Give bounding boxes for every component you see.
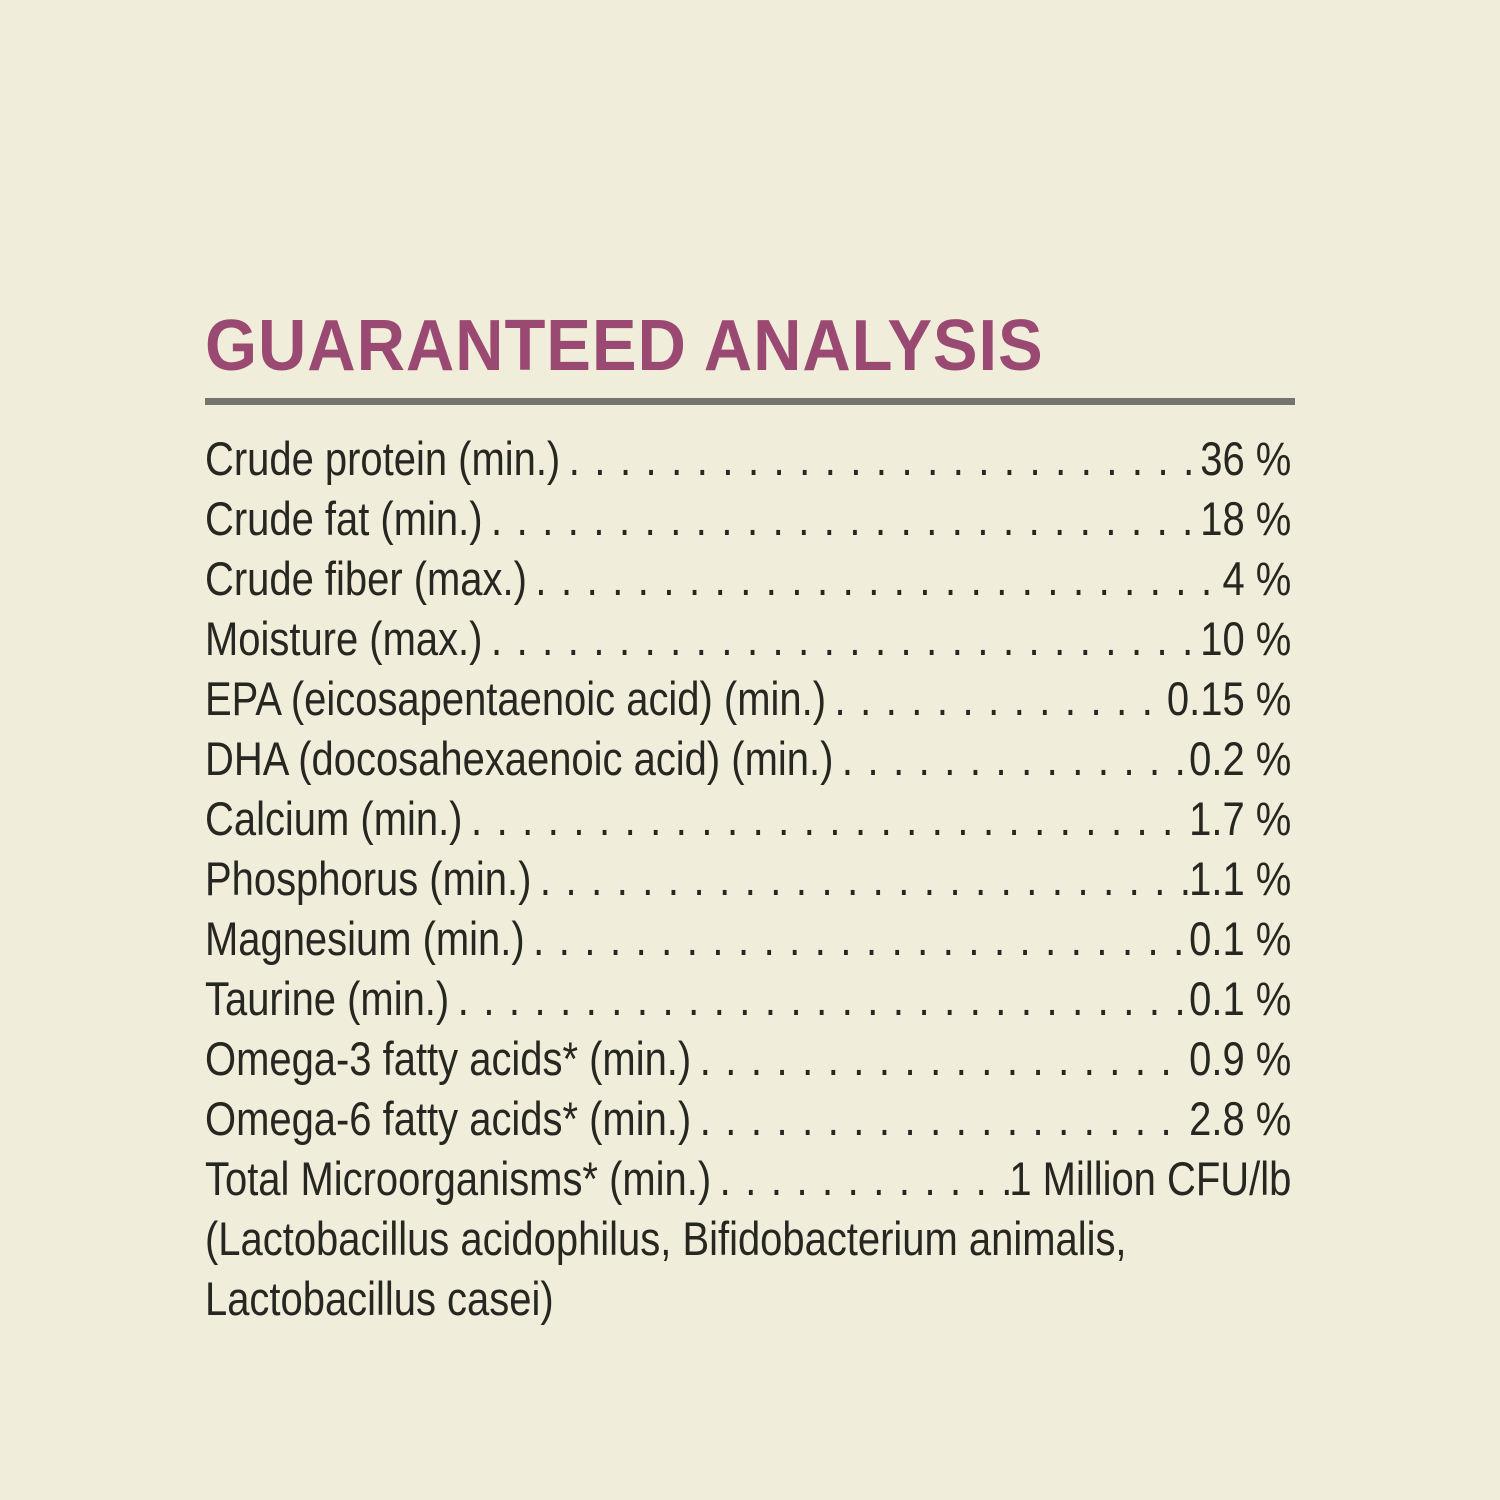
nutrient-value: 18 %: [1200, 492, 1292, 545]
nutrient-label: Magnesium (min.): [205, 912, 525, 965]
nutrient-label: DHA (docosahexaenoic acid) (min.): [205, 732, 834, 785]
nutrient-value: 1.1 %: [1189, 852, 1292, 905]
nutrient-value: 1.7 %: [1189, 792, 1292, 845]
dot-leader: [826, 669, 1167, 729]
nutrient-label: Omega-6 fatty acids* (min.): [205, 1092, 692, 1145]
nutrient-value: 0.1 %: [1189, 912, 1292, 965]
table-row: Crude fat (min.) 18 %: [205, 489, 1291, 549]
nutrient-value: 1 Million CFU/lb: [1009, 1152, 1292, 1205]
nutrient-label: Taurine (min.): [205, 972, 450, 1025]
dot-leader: [449, 969, 1189, 1029]
nutrient-label: EPA (eicosapentaenoic acid) (min.): [205, 672, 827, 725]
nutrient-label: Crude protein (min.): [205, 432, 561, 485]
nutrient-label: Moisture (max.): [205, 612, 483, 665]
dot-leader: [525, 909, 1189, 969]
nutrient-value: 4 %: [1222, 552, 1292, 605]
table-row: Crude protein (min.) 36 %: [205, 429, 1291, 489]
table-row: Phosphorus (min.) 1.1 %: [205, 849, 1291, 909]
analysis-table: Crude protein (min.) 36 % Crude fat (min…: [205, 429, 1291, 1329]
nutrient-value: 0.15 %: [1166, 672, 1292, 725]
dot-leader: [691, 1089, 1189, 1149]
nutrient-value: 0.9 %: [1189, 1032, 1292, 1085]
table-row: Magnesium (min.) 0.1 %: [205, 909, 1291, 969]
nutrient-label: Total Microorganisms* (min.): [205, 1152, 712, 1205]
nutrient-label: Phosphorus (min.): [205, 852, 532, 905]
page-title: GUARANTEED ANALYSIS: [205, 306, 1044, 386]
nutrient-label: Crude fat (min.): [205, 492, 483, 545]
table-row: Taurine (min.) 0.1 %: [205, 969, 1291, 1029]
dot-leader: [711, 1149, 1009, 1209]
nutrient-label: Omega-3 fatty acids* (min.): [205, 1032, 692, 1085]
divider-rule: [205, 398, 1295, 405]
dot-leader: [560, 429, 1200, 489]
dot-leader: [833, 729, 1189, 789]
table-row: EPA (eicosapentaenoic acid) (min.) 0.15 …: [205, 669, 1291, 729]
nutrient-value: 2.8 %: [1189, 1092, 1292, 1145]
nutrient-value: 0.1 %: [1189, 972, 1292, 1025]
microorganisms-species-line-2: Lactobacillus casei): [205, 1272, 554, 1325]
table-row: Total Microorganisms* (min.) 1 Million C…: [205, 1149, 1291, 1209]
table-row: Omega-3 fatty acids* (min.) 0.9 %: [205, 1029, 1291, 1089]
dot-leader: [527, 549, 1223, 609]
nutrient-value: 0.2 %: [1189, 732, 1292, 785]
table-row: Omega-6 fatty acids* (min.) 2.8 %: [205, 1089, 1291, 1149]
dot-leader: [483, 489, 1201, 549]
nutrient-value: 36 %: [1200, 432, 1292, 485]
nutrient-value: 10 %: [1200, 612, 1292, 665]
dot-leader: [482, 609, 1200, 669]
table-row: Crude fiber (max.) 4 %: [205, 549, 1291, 609]
microorganisms-species-line-1: (Lactobacillus acidophilus, Bifidobacter…: [205, 1212, 1127, 1265]
guaranteed-analysis-panel: GUARANTEED ANALYSIS Crude protein (min.)…: [205, 308, 1483, 1329]
dot-leader: [531, 849, 1189, 909]
table-row: Moisture (max.) 10 %: [205, 609, 1291, 669]
dot-leader: [462, 789, 1189, 849]
table-row: Calcium (min.) 1.7 %: [205, 789, 1291, 849]
table-row: DHA (docosahexaenoic acid) (min.) 0.2 %: [205, 729, 1291, 789]
dot-leader: [691, 1029, 1189, 1089]
nutrient-label: Crude fiber (max.): [205, 552, 527, 605]
nutrient-label: Calcium (min.): [205, 792, 463, 845]
